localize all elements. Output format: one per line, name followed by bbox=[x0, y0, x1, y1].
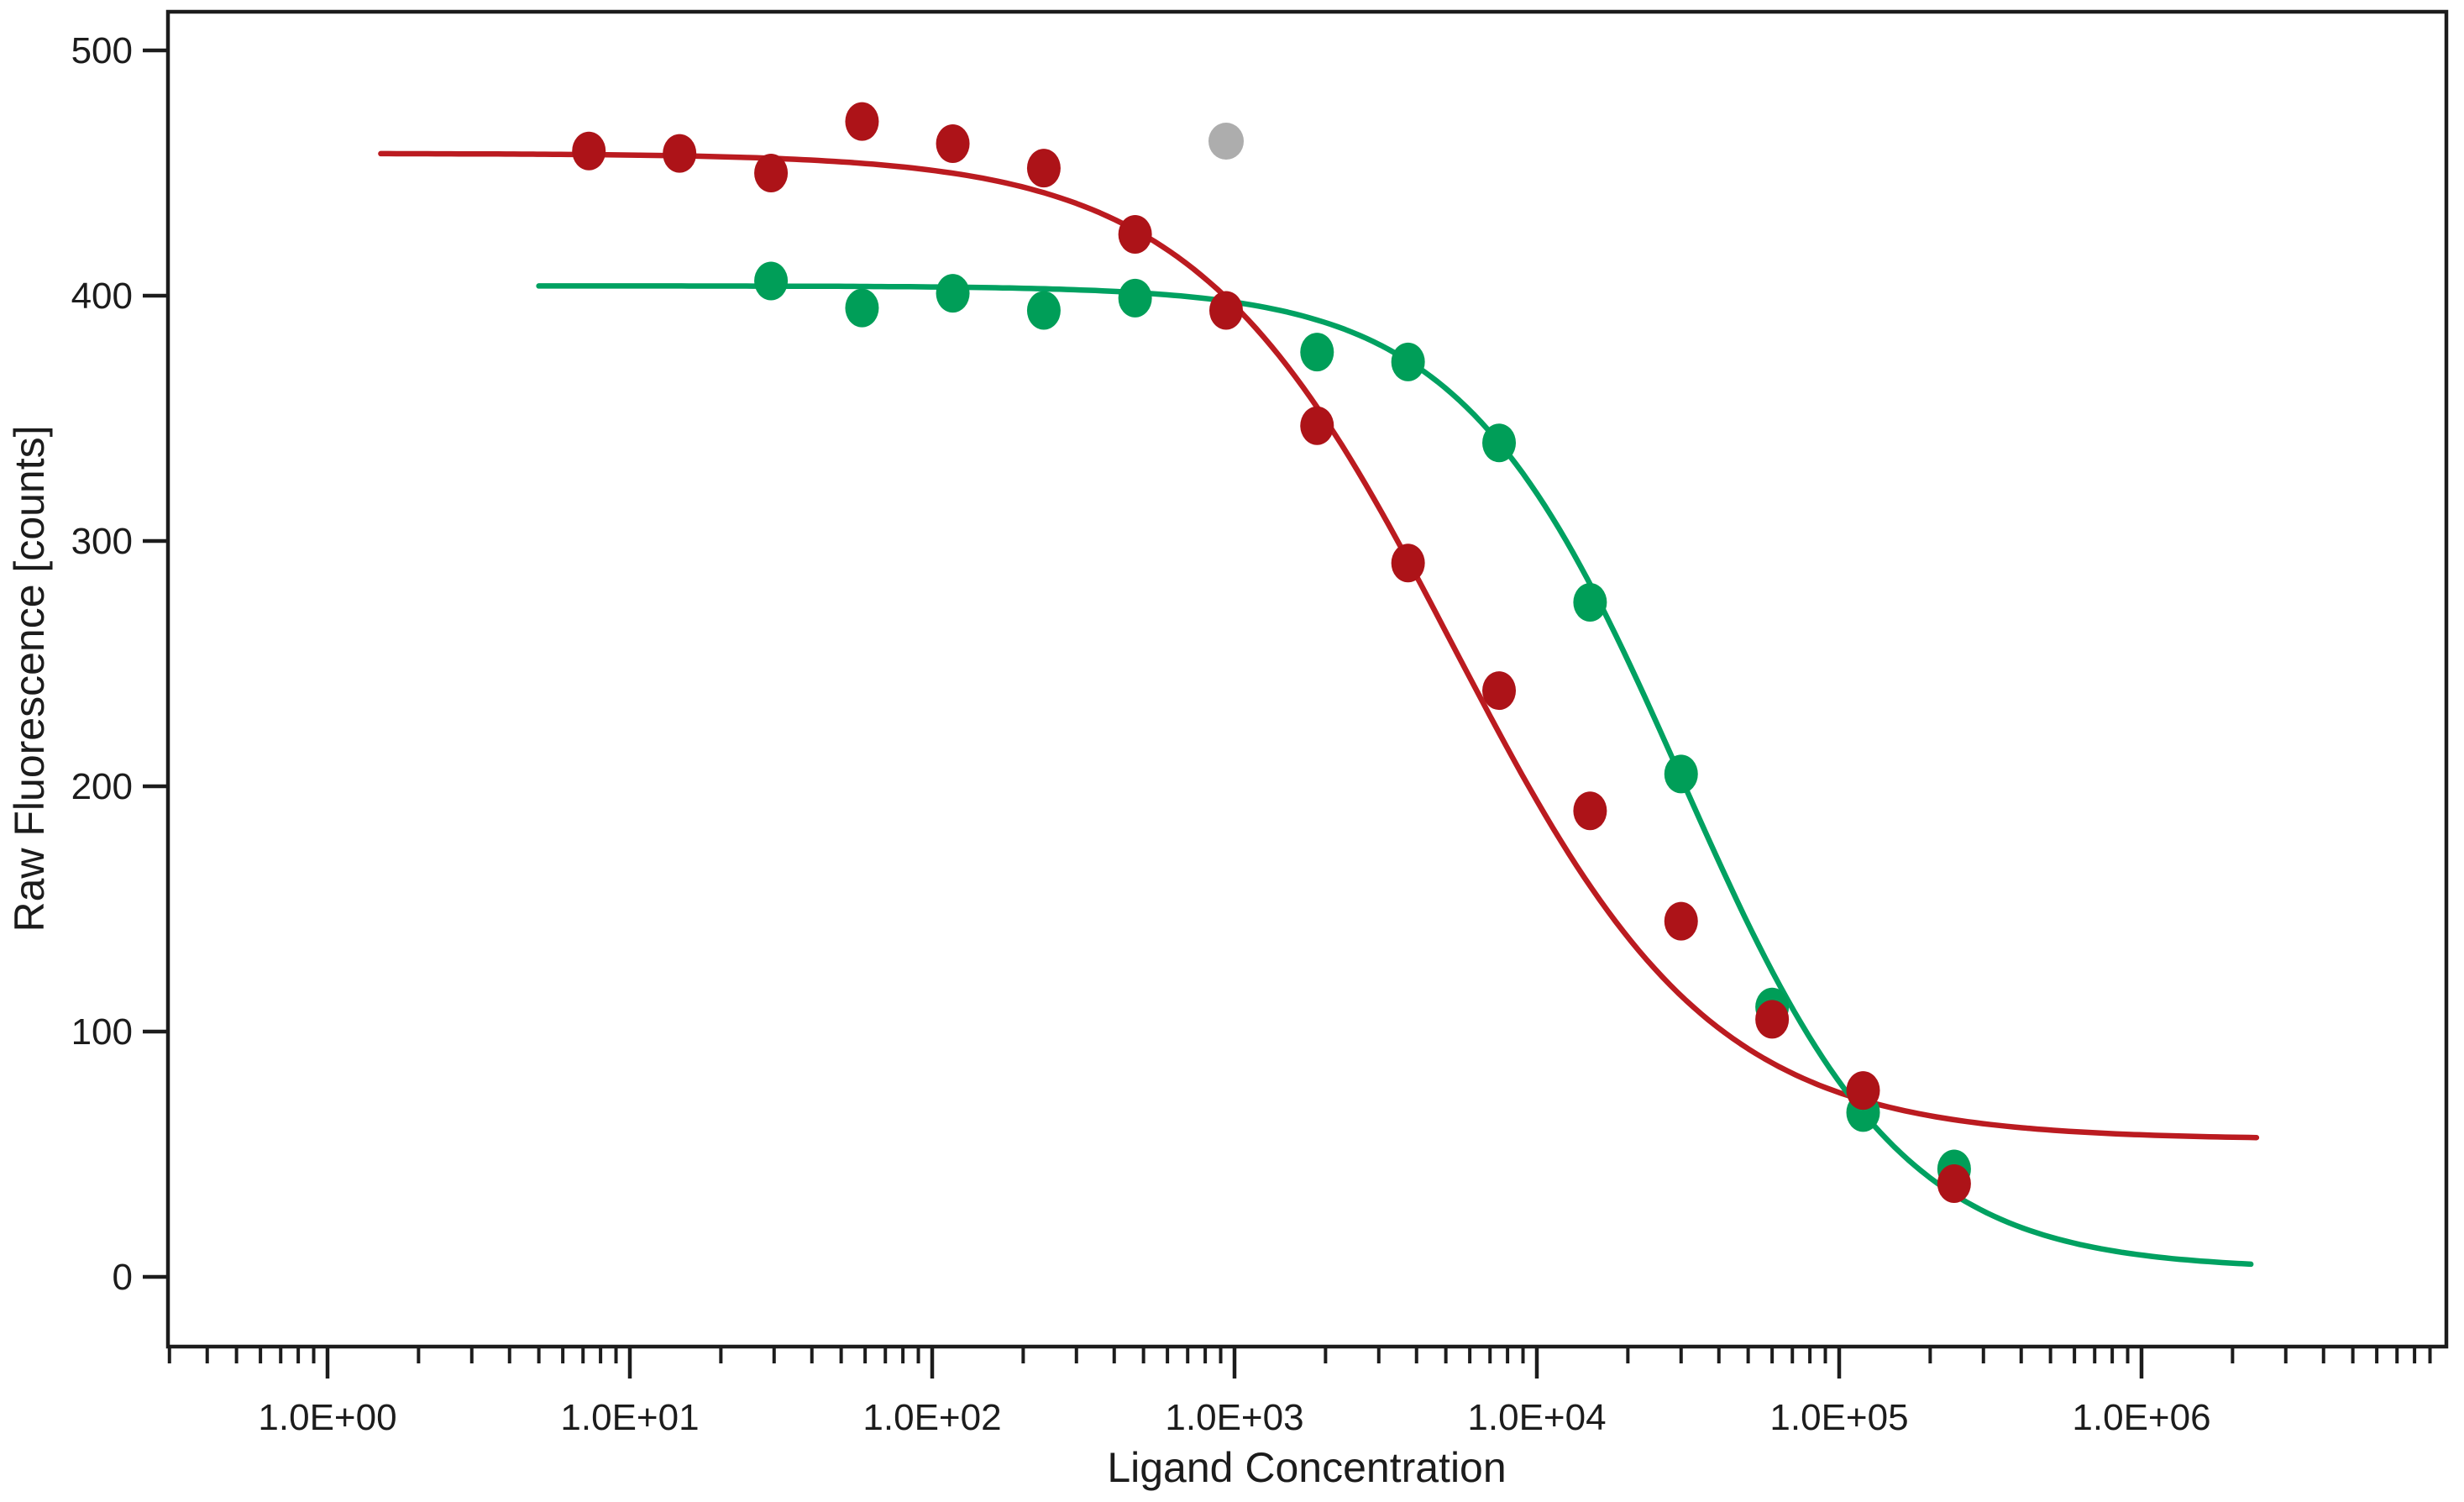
x-tick-label: 1.0E+00 bbox=[258, 1397, 396, 1438]
x-tick-label: 1.0E+02 bbox=[862, 1397, 1001, 1438]
data-points bbox=[572, 102, 1971, 1204]
data-point-red-series bbox=[1664, 901, 1698, 941]
data-point-red-series bbox=[1118, 215, 1152, 254]
data-point-red-series bbox=[936, 123, 970, 163]
y-tick-label: 500 bbox=[71, 30, 133, 71]
fit-curves bbox=[378, 150, 2260, 1268]
x-tick-label: 1.0E+03 bbox=[1165, 1397, 1303, 1438]
data-point-green-series bbox=[754, 261, 789, 301]
data-point-red-series bbox=[1300, 406, 1334, 445]
data-point-red-series bbox=[572, 131, 606, 171]
y-axis-tick-labels: 0 100 200 300 400 500 bbox=[71, 30, 133, 1298]
fit-curve-red-series bbox=[378, 150, 2260, 1141]
data-point-green-series bbox=[1573, 583, 1607, 622]
x-axis-major-ticks bbox=[325, 1347, 2144, 1379]
data-point-red-series bbox=[1026, 149, 1061, 188]
y-tick-label: 400 bbox=[71, 276, 133, 317]
fit-curve-green-series bbox=[536, 283, 2254, 1268]
y-axis-major-ticks bbox=[143, 48, 168, 1279]
data-point-green-series bbox=[1300, 333, 1334, 372]
data-point-red-series bbox=[1755, 1000, 1790, 1039]
data-point-green-series bbox=[1118, 278, 1152, 318]
x-axis-tick-labels: 1.0E+00 1.0E+01 1.0E+02 1.0E+03 1.0E+04 1.0E+… bbox=[258, 1397, 2210, 1438]
data-point-red-series bbox=[845, 102, 879, 141]
data-point-green-series bbox=[1026, 291, 1061, 330]
data-point-red-series bbox=[1391, 544, 1425, 583]
data-point-red-series bbox=[1937, 1164, 1971, 1204]
data-point-red-series bbox=[1208, 291, 1243, 330]
x-axis-minor-ticks bbox=[167, 1347, 2432, 1363]
y-tick-label: 0 bbox=[113, 1257, 133, 1298]
data-point-green-series bbox=[1391, 342, 1425, 381]
y-axis-title: Raw Fluorescence [counts] bbox=[6, 425, 53, 932]
data-point-red-series bbox=[1573, 791, 1607, 831]
x-tick-label: 1.0E+01 bbox=[560, 1397, 699, 1438]
data-point-red-series bbox=[1846, 1071, 1880, 1111]
data-point-green-series bbox=[1482, 423, 1517, 463]
x-tick-label: 1.0E+05 bbox=[1769, 1397, 1908, 1438]
x-tick-label: 1.0E+04 bbox=[1467, 1397, 1606, 1438]
y-tick-label: 200 bbox=[71, 766, 133, 807]
plot-frame bbox=[165, 9, 2449, 1349]
data-point-red-series bbox=[663, 134, 697, 173]
x-tick-label: 1.0E+06 bbox=[2072, 1397, 2210, 1438]
excluded-data-point bbox=[1208, 123, 1244, 160]
data-point-red-series bbox=[754, 154, 789, 192]
x-axis-title: Ligand Concentration bbox=[1107, 1444, 1506, 1491]
data-point-green-series bbox=[936, 274, 970, 313]
data-point-green-series bbox=[1664, 754, 1698, 794]
data-point-green-series bbox=[845, 288, 879, 328]
y-tick-label: 300 bbox=[71, 521, 133, 562]
data-point-red-series bbox=[1482, 671, 1517, 711]
y-tick-label: 100 bbox=[71, 1011, 133, 1053]
